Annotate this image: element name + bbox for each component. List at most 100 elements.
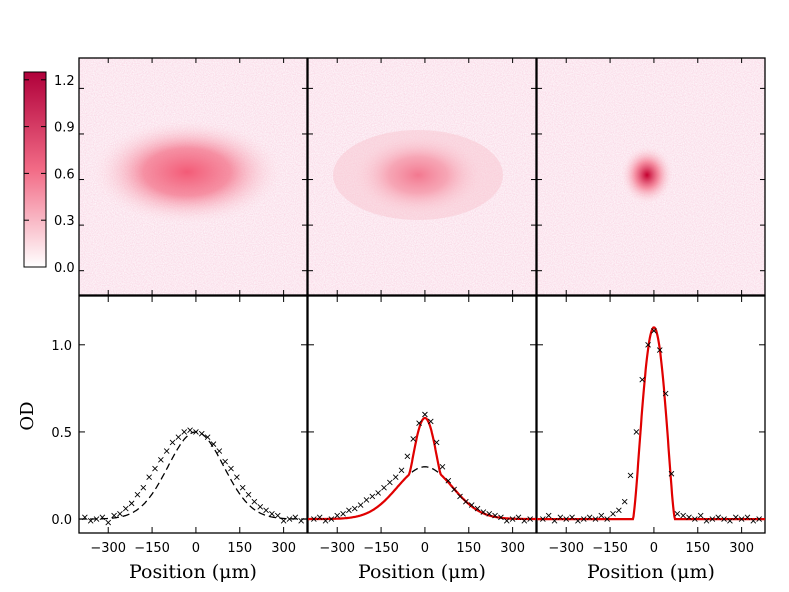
- data-point: [492, 512, 498, 519]
- data-point: [697, 512, 704, 519]
- data-point: [311, 516, 317, 522]
- image-panels: [78, 57, 766, 296]
- data-point: [111, 512, 117, 519]
- y-tick-label: 0.0: [51, 513, 72, 528]
- y-axis-label: OD: [17, 401, 38, 430]
- data-point: [557, 514, 564, 521]
- data-point: [744, 514, 751, 521]
- data-point: [93, 516, 100, 522]
- data-point: [656, 347, 663, 353]
- x-axis-label: Position (μm): [358, 561, 486, 583]
- data-point: [328, 516, 335, 522]
- data-point: [181, 429, 188, 435]
- data-points: [311, 411, 533, 524]
- data-point: [463, 498, 469, 505]
- data-point: [146, 474, 152, 481]
- data-point: [498, 514, 504, 521]
- image-frame: [536, 57, 766, 296]
- data-point: [692, 516, 698, 522]
- data-point: [592, 516, 599, 522]
- data-point: [703, 517, 710, 524]
- data-point: [398, 467, 405, 474]
- data-point: [721, 516, 727, 522]
- data-point: [292, 514, 299, 521]
- data-point: [422, 411, 428, 418]
- data-point: [598, 512, 605, 519]
- data-point: [105, 519, 112, 526]
- y-tick-label: 1.0: [51, 339, 72, 354]
- x-tick-label: 0: [192, 541, 200, 556]
- data-point: [222, 458, 228, 465]
- data-point: [480, 509, 487, 515]
- data-point: [545, 512, 552, 519]
- data-point: [639, 376, 646, 383]
- profile-frame: [78, 295, 308, 534]
- data-points: [82, 427, 304, 526]
- data-point: [122, 505, 129, 512]
- data-point: [503, 517, 510, 524]
- data-point: [99, 514, 106, 521]
- data-point: [198, 430, 205, 437]
- data-point: [580, 516, 587, 522]
- x-tick-label: −300: [319, 541, 355, 556]
- data-point: [540, 516, 546, 522]
- data-point: [134, 491, 141, 498]
- data-point: [727, 517, 733, 524]
- image-frame: [307, 57, 537, 296]
- x-axis-label: Position (μm): [129, 561, 257, 583]
- image-ticks: [537, 58, 765, 295]
- x-tick-label: 0: [650, 541, 658, 556]
- x-tick-label: 150: [685, 541, 710, 556]
- thermal-fit-line: [79, 431, 307, 520]
- data-point: [586, 514, 593, 521]
- data-point: [616, 507, 622, 514]
- data-point: [527, 516, 533, 522]
- image-panel-pure-condensate: [536, 57, 766, 296]
- data-point: [709, 516, 716, 522]
- data-point: [451, 486, 457, 493]
- colorbar-tick-label: 0.9: [54, 121, 75, 136]
- data-point: [158, 456, 164, 463]
- x-tick-label: 300: [500, 541, 525, 556]
- data-point: [187, 427, 193, 434]
- data-point: [316, 514, 323, 521]
- data-point: [375, 490, 381, 496]
- total-fit-line: [537, 326, 765, 521]
- data-point: [263, 507, 269, 514]
- image-panel-partial-condensate: [307, 57, 537, 296]
- data-point: [457, 493, 463, 500]
- data-point: [234, 474, 240, 481]
- data-point: [340, 511, 346, 517]
- data-point: [445, 477, 452, 484]
- x-tick-label: 300: [271, 541, 296, 556]
- data-point: [322, 517, 329, 524]
- data-point: [515, 514, 522, 521]
- data-point: [239, 484, 246, 491]
- x-tick-label: −150: [592, 541, 628, 556]
- density-cloud-thermal-cloud: [90, 119, 284, 225]
- x-tick-label: 150: [227, 541, 252, 556]
- data-point: [674, 511, 681, 517]
- data-point: [732, 514, 739, 521]
- data-point: [662, 390, 669, 397]
- data-point: [521, 517, 528, 524]
- density-cloud-pure-condensate: [620, 145, 674, 205]
- profile-panel-1: −300 −150 0 150 300 0.0 0.5 1.0 Position (μm): [51, 295, 308, 583]
- image-ticks: [79, 58, 307, 295]
- data-point: [610, 511, 616, 517]
- data-point: [474, 505, 481, 512]
- data-point: [251, 498, 258, 505]
- data-point: [87, 517, 94, 524]
- x-tick-label: −150: [363, 541, 399, 556]
- data-point: [163, 448, 170, 454]
- data-point: [486, 511, 493, 517]
- data-point: [245, 491, 252, 498]
- data-point: [738, 516, 745, 522]
- thermal-halo: [333, 130, 503, 220]
- data-point: [645, 341, 651, 348]
- data-point: [575, 517, 581, 524]
- data-point: [351, 505, 358, 512]
- data-point: [257, 504, 264, 510]
